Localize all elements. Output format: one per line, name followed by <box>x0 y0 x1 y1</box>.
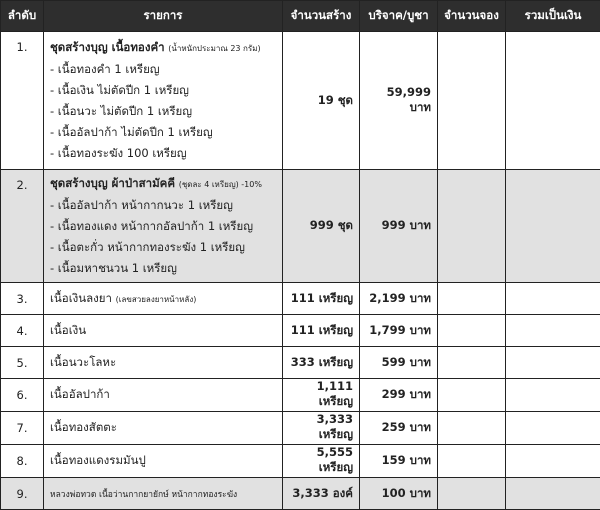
row-qty: 19 ชุด <box>283 32 360 170</box>
row-price: 1,799 บาท <box>360 315 438 347</box>
row-qty: 3,333 เหรียญ <box>283 412 360 445</box>
sub-item: - เนื้อมหาชนวน 1 เหรียญ <box>50 258 276 279</box>
table-row: 2. ชุดสร้างบุญ ผ้าป่าสามัคคี (ชุดละ 4 เห… <box>1 170 600 283</box>
header-price: บริจาค/บูชา <box>360 1 438 32</box>
table-row: 1. ชุดสร้างบุญ เนื้อทองคำ (น้ำหนักประมาณ… <box>1 32 600 170</box>
row-no: 4. <box>1 315 44 347</box>
sub-item: - เนื้ออัลปาก้า ไม่ตัดปีก 1 เหรียญ <box>50 122 276 143</box>
row-reserve-input[interactable] <box>438 445 506 478</box>
row-price: 59,999 บาท <box>360 32 438 170</box>
row-total <box>506 283 600 315</box>
row-no: 7. <box>1 412 44 445</box>
row-total <box>506 445 600 478</box>
row-reserve-input[interactable] <box>438 283 506 315</box>
row-total <box>506 315 600 347</box>
header-reserve: จำนวนจอง <box>438 1 506 32</box>
item-note: (เลขสวยลงยาหน้าหลัง) <box>116 295 197 304</box>
row-reserve-input[interactable] <box>438 32 506 170</box>
item-title: ชุดสร้างบุญ เนื้อทองคำ <box>50 40 165 54</box>
header-total: รวมเป็นเงิน <box>506 1 600 32</box>
row-qty: 3,333 องค์ <box>283 478 360 510</box>
row-no: 8. <box>1 445 44 478</box>
row-no: 9. <box>1 478 44 510</box>
table-row: 5. เนื้อนวะโลหะ 333 เหรียญ 599 บาท <box>1 347 600 379</box>
row-price: 259 บาท <box>360 412 438 445</box>
sub-item: - เนื้อเงิน ไม่ตัดปีก 1 เหรียญ <box>50 80 276 101</box>
row-qty: 999 ชุด <box>283 170 360 283</box>
row-item: ชุดสร้างบุญ เนื้อทองคำ (น้ำหนักประมาณ 23… <box>44 32 283 170</box>
row-no: 2. <box>1 170 44 283</box>
row-price: 159 บาท <box>360 445 438 478</box>
row-total <box>506 32 600 170</box>
row-no: 3. <box>1 283 44 315</box>
row-qty: 111 เหรียญ <box>283 315 360 347</box>
table-row: 3. เนื้อเงินลงยา (เลขสวยลงยาหน้าหลัง) 11… <box>1 283 600 315</box>
row-price: 999 บาท <box>360 170 438 283</box>
row-total <box>506 379 600 412</box>
row-item: หลวงพ่อทวด เนื้อว่านกากยายักษ์ หน้ากากทอ… <box>44 478 283 510</box>
row-no: 5. <box>1 347 44 379</box>
table-row: 9. หลวงพ่อทวด เนื้อว่านกากยายักษ์ หน้ากา… <box>1 478 600 510</box>
row-item: เนื้อเงิน <box>44 315 283 347</box>
row-no: 6. <box>1 379 44 412</box>
item-note: (น้ำหนักประมาณ 23 กรัม) <box>168 44 260 53</box>
item-title: ชุดสร้างบุญ ผ้าป่าสามัคคี <box>50 176 175 190</box>
row-price: 2,199 บาท <box>360 283 438 315</box>
table-row: 7. เนื้อทองสัตตะ 3,333 เหรียญ 259 บาท <box>1 412 600 445</box>
row-qty: 1,111 เหรียญ <box>283 379 360 412</box>
row-total <box>506 412 600 445</box>
table-row: 8. เนื้อทองแดงรมมันปู 5,555 เหรียญ 159 บ… <box>1 445 600 478</box>
row-total <box>506 347 600 379</box>
row-reserve-input[interactable] <box>438 412 506 445</box>
row-item: เนื้อนวะโลหะ <box>44 347 283 379</box>
row-qty: 111 เหรียญ <box>283 283 360 315</box>
row-qty: 333 เหรียญ <box>283 347 360 379</box>
sub-item: - เนื้อนวะ ไม่ตัดปีก 1 เหรียญ <box>50 101 276 122</box>
row-item: เนื้อเงินลงยา (เลขสวยลงยาหน้าหลัง) <box>44 283 283 315</box>
header-row: ลำดับ รายการ จำนวนสร้าง บริจาค/บูชา จำนว… <box>1 1 600 32</box>
sub-item: - เนื้อทองระฆัง 100 เหรียญ <box>50 143 276 164</box>
row-reserve-input[interactable] <box>438 315 506 347</box>
header-qty: จำนวนสร้าง <box>283 1 360 32</box>
row-item: ชุดสร้างบุญ ผ้าป่าสามัคคี (ชุดละ 4 เหรีย… <box>44 170 283 283</box>
sub-item: - เนื้อทองคำ 1 เหรียญ <box>50 59 276 80</box>
row-total <box>506 478 600 510</box>
table-row: 4. เนื้อเงิน 111 เหรียญ 1,799 บาท <box>1 315 600 347</box>
header-no: ลำดับ <box>1 1 44 32</box>
row-price: 599 บาท <box>360 347 438 379</box>
row-reserve-input[interactable] <box>438 478 506 510</box>
sub-item: - เนื้ออัลปาก้า หน้ากากนวะ 1 เหรียญ <box>50 195 276 216</box>
header-item: รายการ <box>44 1 283 32</box>
row-item: เนื้อทองแดงรมมันปู <box>44 445 283 478</box>
row-price: 100 บาท <box>360 478 438 510</box>
table-row: 6. เนื้ออัลปาก้า 1,111 เหรียญ 299 บาท <box>1 379 600 412</box>
row-item: เนื้อทองสัตตะ <box>44 412 283 445</box>
item-name: เนื้อเงินลงยา <box>50 291 112 305</box>
row-reserve-input[interactable] <box>438 170 506 283</box>
sub-item: - เนื้อทองแดง หน้ากากอัลปาก้า 1 เหรียญ <box>50 216 276 237</box>
row-qty: 5,555 เหรียญ <box>283 445 360 478</box>
item-note: (ชุดละ 4 เหรียญ) -10% <box>179 180 262 189</box>
row-total <box>506 170 600 283</box>
row-reserve-input[interactable] <box>438 347 506 379</box>
row-no: 1. <box>1 32 44 170</box>
row-item: เนื้ออัลปาก้า <box>44 379 283 412</box>
row-price: 299 บาท <box>360 379 438 412</box>
sub-item: - เนื้อตะกั่ว หน้ากากทองระฆัง 1 เหรียญ <box>50 237 276 258</box>
row-reserve-input[interactable] <box>438 379 506 412</box>
